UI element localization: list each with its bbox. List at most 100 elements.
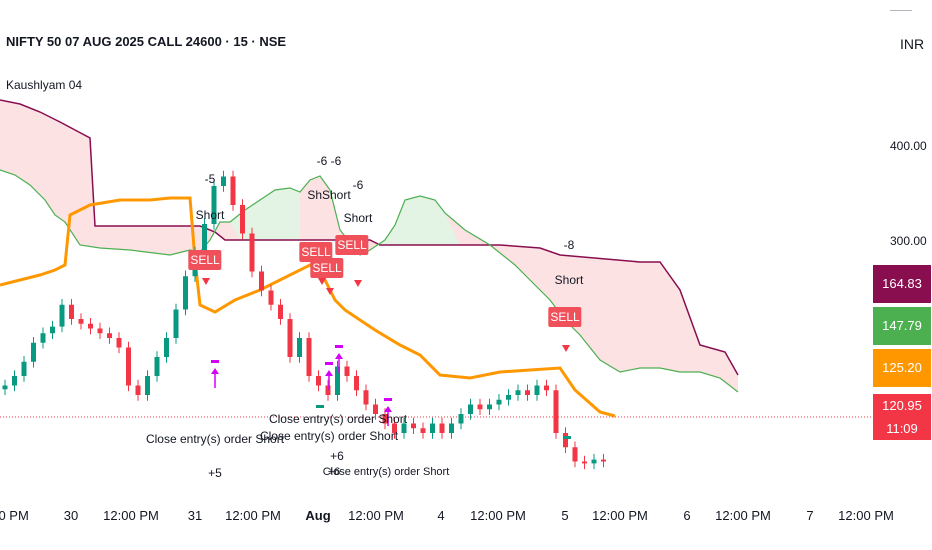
candle bbox=[221, 176, 226, 186]
candle bbox=[97, 328, 103, 334]
time-label: 4 bbox=[437, 508, 445, 523]
upper-band-badge: 164.83 bbox=[873, 265, 931, 303]
candle bbox=[401, 423, 407, 433]
cloud-area-bullish bbox=[380, 196, 460, 245]
close-marker bbox=[335, 345, 343, 348]
sell-tag: SELL bbox=[299, 242, 333, 262]
candle bbox=[145, 376, 150, 395]
candle bbox=[88, 323, 93, 329]
candle bbox=[601, 459, 606, 462]
candle bbox=[591, 459, 597, 464]
candle bbox=[411, 423, 416, 429]
close-order-label: Close entry(s) order Short bbox=[259, 429, 399, 443]
candle bbox=[487, 404, 492, 410]
time-label: 31 bbox=[187, 508, 203, 523]
candle bbox=[249, 233, 255, 272]
currency-label[interactable]: INR bbox=[900, 36, 925, 52]
moving-average-line bbox=[0, 196, 616, 418]
candle bbox=[126, 347, 131, 386]
lower-band-badge: 147.79 bbox=[873, 307, 931, 345]
close-arrow-head bbox=[325, 370, 333, 376]
exit-marker bbox=[316, 405, 324, 408]
signal-label: Short bbox=[195, 208, 225, 222]
candle bbox=[202, 224, 207, 253]
signal-qty: -6 bbox=[352, 178, 364, 192]
candle bbox=[544, 385, 549, 391]
signal-qty: -6 -6 bbox=[316, 154, 342, 168]
time-label: 12:00 PM bbox=[103, 508, 159, 523]
time-label: 12:00 PM bbox=[715, 508, 771, 523]
candle bbox=[59, 304, 65, 327]
candle bbox=[354, 376, 359, 391]
candle bbox=[278, 304, 283, 319]
sell-arrow bbox=[562, 345, 570, 352]
signal-label: ShShort bbox=[307, 188, 351, 202]
indicator-label[interactable]: Kaushlyam 04 bbox=[6, 78, 83, 92]
close-marker bbox=[384, 398, 392, 401]
candle bbox=[230, 176, 236, 205]
time-label: 6 bbox=[683, 508, 691, 523]
close-order-label: Close entry(s) order Short bbox=[268, 412, 408, 426]
time-label: 12:00 PM bbox=[225, 508, 281, 523]
candle bbox=[325, 385, 331, 395]
sell-tag: SELL bbox=[548, 307, 582, 327]
time-label: 30 bbox=[63, 508, 79, 523]
close-marker bbox=[211, 360, 219, 363]
close-arrow-head bbox=[384, 406, 392, 412]
candle bbox=[154, 357, 160, 376]
candle bbox=[107, 333, 112, 338]
candle bbox=[335, 366, 340, 395]
sell-tag: SELL bbox=[335, 235, 369, 255]
close-order-label: Close entry(s) order Short bbox=[322, 466, 450, 478]
candle bbox=[449, 423, 454, 433]
sell-arrow bbox=[318, 278, 326, 285]
close-qty: +5 bbox=[208, 466, 222, 480]
candle bbox=[316, 376, 321, 386]
time-label: 00 PM bbox=[0, 508, 29, 523]
candle bbox=[525, 390, 530, 395]
candle bbox=[506, 395, 511, 400]
close-qty: +6 bbox=[327, 466, 341, 478]
candle bbox=[78, 319, 84, 324]
lower-band-line bbox=[0, 169, 739, 393]
price-label-400: 400.00 bbox=[890, 139, 927, 153]
signal-qty: -8 bbox=[563, 238, 575, 252]
candle bbox=[297, 338, 302, 357]
axis-top-divider bbox=[890, 10, 912, 11]
candle bbox=[430, 423, 435, 433]
time-label: 7 bbox=[806, 508, 814, 523]
time-label: 12:00 PM bbox=[348, 508, 404, 523]
candle bbox=[135, 385, 141, 395]
signal-label: Short bbox=[554, 273, 584, 287]
candle bbox=[553, 390, 559, 433]
sell-tag: SELL bbox=[188, 250, 222, 270]
candle bbox=[40, 333, 46, 343]
cloud-area bbox=[0, 100, 738, 392]
candle bbox=[392, 423, 397, 433]
candle bbox=[373, 404, 378, 414]
candle bbox=[458, 414, 464, 424]
candle bbox=[477, 404, 483, 410]
signal-label: Short bbox=[343, 211, 373, 225]
candle bbox=[468, 404, 473, 414]
candle bbox=[69, 304, 74, 319]
time-label: 12:00 PM bbox=[838, 508, 894, 523]
candle bbox=[363, 390, 369, 405]
candle bbox=[211, 186, 217, 224]
chart-title[interactable]: NIFTY 50 07 AUG 2025 CALL 24600 · 15 · N… bbox=[6, 34, 287, 49]
candle bbox=[534, 385, 540, 395]
candle bbox=[382, 414, 388, 424]
time-label: 12:00 PM bbox=[470, 508, 526, 523]
sell-arrow bbox=[354, 280, 362, 287]
last-price-badge: 120.95 bbox=[873, 394, 931, 418]
candle bbox=[420, 428, 426, 433]
close-arrow-head bbox=[211, 368, 219, 374]
candle bbox=[164, 338, 169, 357]
candle bbox=[21, 361, 27, 376]
time-label: 5 bbox=[561, 508, 569, 523]
sell-arrow bbox=[326, 288, 334, 295]
time-label: 12:00 PM bbox=[592, 508, 648, 523]
candle bbox=[50, 326, 55, 334]
